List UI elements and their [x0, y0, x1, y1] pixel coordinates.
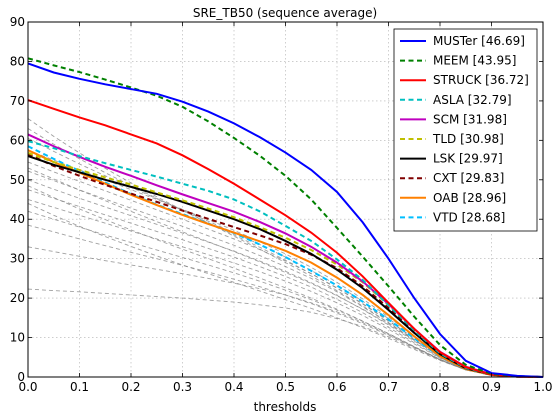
x-tick-label: 0.9: [482, 380, 501, 394]
y-tick-label: 90: [10, 15, 25, 29]
y-tick-label: 70: [10, 94, 25, 108]
series-line: [27, 153, 544, 378]
background-series-line: [27, 118, 544, 378]
background-series-line: [27, 224, 544, 378]
y-tick-label: 20: [10, 291, 25, 305]
y-tick-label: 0: [17, 370, 25, 384]
legend-label: OAB [28.96]: [433, 191, 506, 205]
background-series-line: [27, 167, 544, 378]
legend-label: MUSTer [46.69]: [433, 34, 525, 48]
x-tick-label: 0.6: [327, 380, 346, 394]
series-line: [27, 140, 544, 378]
y-tick-label: 50: [10, 173, 25, 187]
series-line: [27, 99, 544, 378]
legend-label: SCM [31.98]: [433, 112, 507, 126]
x-tick-label: 0.8: [430, 380, 449, 394]
background-series-line: [27, 203, 544, 378]
background-series-line: [27, 210, 544, 378]
legend-label: MEEM [43.95]: [433, 54, 516, 68]
y-tick-label: 40: [10, 212, 25, 226]
y-tick-label: 10: [10, 331, 25, 345]
axis-ticks: 0.0 0.1 0.2 0.3 0.4 0.5 0.6 0.7 0.8 0.9 1.0 0 10 20 30…: [10, 15, 553, 394]
y-tick-label: 60: [10, 133, 25, 147]
series-line: [27, 57, 544, 378]
background-series-line: [27, 288, 544, 378]
legend-label: ASLA [32.79]: [433, 93, 512, 107]
chart-title: SRE_TB50 (sequence average): [193, 6, 377, 20]
legend-label: CXT [29.83]: [433, 171, 504, 185]
x-tick-label: 0.2: [121, 380, 140, 394]
legend-label: VTD [28.68]: [433, 210, 505, 224]
x-tick-label: 0.7: [379, 380, 398, 394]
x-tick-label: 0.5: [276, 380, 295, 394]
background-series-line: [27, 185, 544, 378]
y-tick-label: 30: [10, 252, 25, 266]
legend: MUSTer [46.69] MEEM [43.95] STRUCK [36.72]…: [393, 28, 538, 232]
series-line: [27, 149, 544, 378]
x-tick-label: 0.3: [173, 380, 192, 394]
legend-label: LSK [29.97]: [433, 152, 503, 166]
series-line: [27, 62, 544, 378]
legend-label: TLD [30.98]: [432, 132, 504, 146]
x-tick-label: 1.0: [533, 380, 552, 394]
legend-label: STRUCK [36.72]: [433, 73, 529, 87]
x-tick-label: 0.0: [18, 380, 37, 394]
x-axis-label: thresholds: [254, 400, 317, 414]
y-tick-label: 80: [10, 54, 25, 68]
highlighted-tracker-curves: [27, 57, 544, 378]
x-tick-label: 0.1: [70, 380, 89, 394]
x-tick-label: 0.4: [224, 380, 243, 394]
